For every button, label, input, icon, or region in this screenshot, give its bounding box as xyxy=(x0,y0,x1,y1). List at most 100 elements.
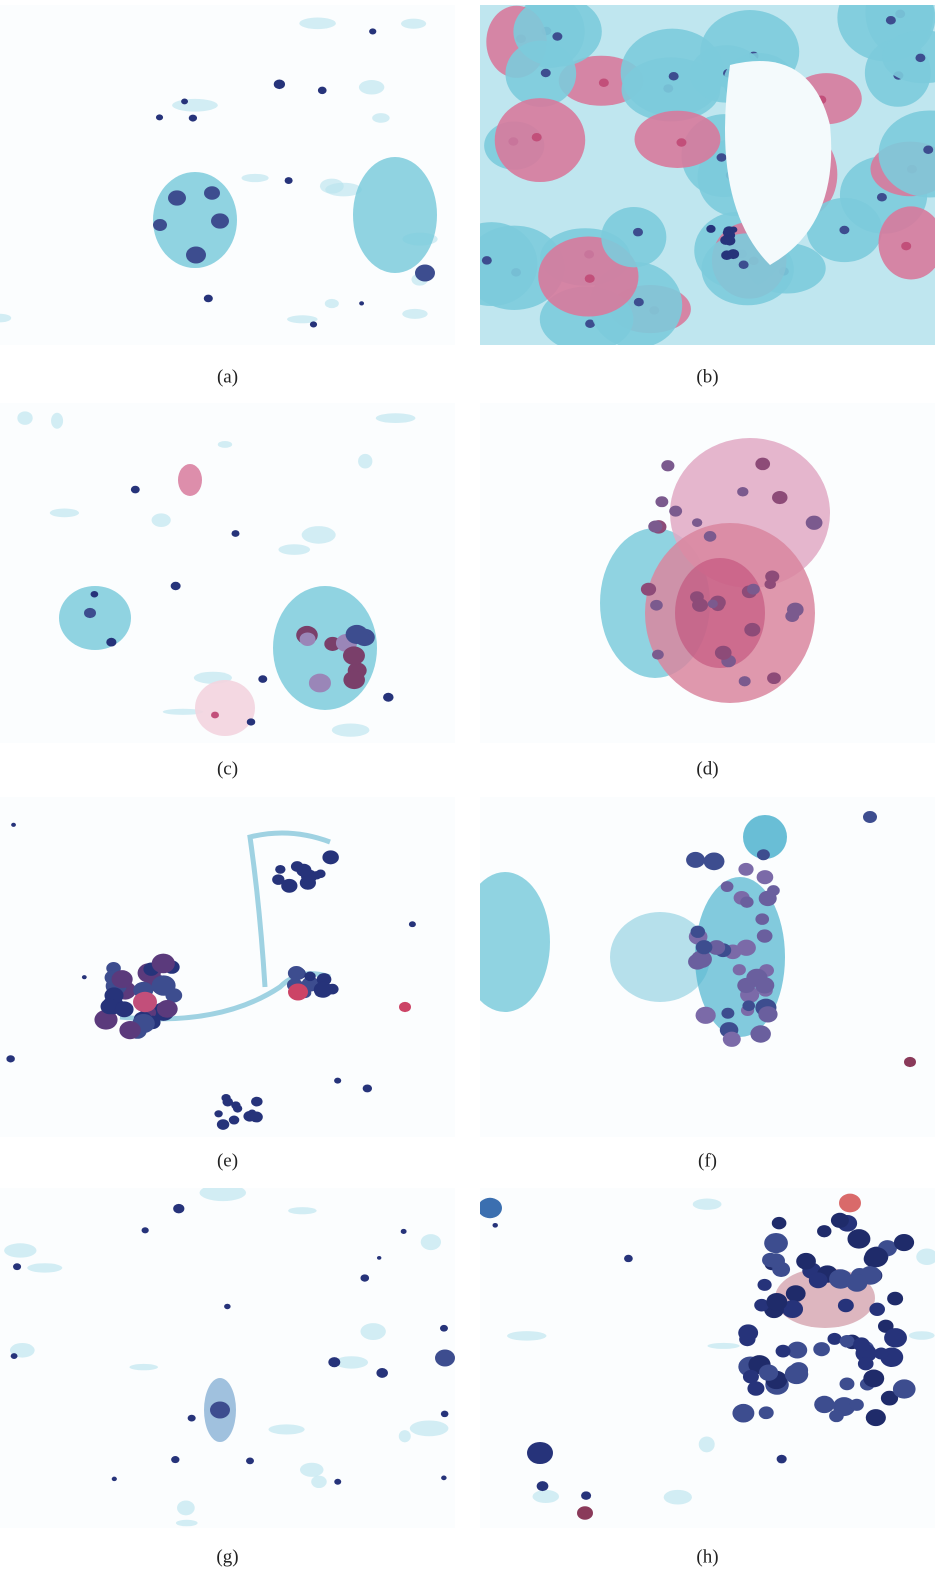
nucleus xyxy=(188,1415,196,1422)
cell xyxy=(268,1424,304,1434)
nucleus xyxy=(537,1481,549,1491)
nucleus xyxy=(156,114,163,120)
nucleus xyxy=(633,228,643,237)
nucleus xyxy=(744,623,760,637)
cell xyxy=(51,413,63,429)
nucleus xyxy=(304,972,315,982)
nucleus xyxy=(334,1078,341,1084)
nucleus xyxy=(759,891,777,906)
nucleus xyxy=(585,274,595,283)
nucleus xyxy=(738,1324,758,1341)
cell xyxy=(533,1490,560,1503)
nucleus xyxy=(91,591,99,598)
cell xyxy=(401,19,426,29)
cell xyxy=(707,1343,739,1349)
cell xyxy=(172,99,218,112)
nucleus xyxy=(893,1379,916,1398)
nucleus xyxy=(708,599,718,608)
nucleus xyxy=(359,301,364,305)
nucleus xyxy=(863,1370,884,1388)
nucleus xyxy=(884,1328,907,1347)
nucleus xyxy=(755,913,769,925)
nucleus xyxy=(322,850,338,864)
nucleus xyxy=(211,213,229,228)
nucleus xyxy=(652,650,664,660)
cell xyxy=(372,113,389,123)
nucleus xyxy=(369,28,376,34)
nucleus xyxy=(813,1342,830,1356)
nucleus xyxy=(112,1477,117,1481)
nucleus xyxy=(757,849,770,860)
nucleus xyxy=(759,1365,778,1381)
cell xyxy=(421,1234,441,1250)
nucleus xyxy=(737,940,756,956)
nucleus xyxy=(599,79,609,88)
nucleus xyxy=(541,69,551,78)
cell xyxy=(200,1184,247,1201)
micrograph-background xyxy=(0,1188,455,1528)
nucleus xyxy=(704,852,725,870)
nucleus xyxy=(173,1204,184,1214)
nucleus xyxy=(915,54,925,63)
cell xyxy=(178,464,202,496)
nucleus xyxy=(827,1333,841,1345)
nucleus xyxy=(634,298,644,307)
nucleus xyxy=(492,1223,497,1228)
panel-label: (e) xyxy=(217,1150,238,1171)
nucleus xyxy=(300,632,316,646)
nucleus xyxy=(733,964,746,975)
cell xyxy=(300,1463,324,1477)
cell xyxy=(302,526,336,544)
nucleus xyxy=(864,1247,888,1267)
cell xyxy=(358,454,372,469)
nucleus xyxy=(82,975,87,979)
cell xyxy=(909,1331,935,1340)
nucleus xyxy=(246,1458,254,1465)
nucleus xyxy=(168,190,186,205)
nucleus xyxy=(211,712,219,719)
nucleus xyxy=(772,1217,787,1229)
nucleus xyxy=(106,638,116,647)
nucleus xyxy=(738,863,753,876)
nucleus xyxy=(288,966,305,980)
nucleus xyxy=(739,261,749,270)
nucleus xyxy=(767,672,781,684)
nucleus xyxy=(757,1279,771,1291)
nucleus xyxy=(721,881,734,892)
nucleus xyxy=(840,1378,855,1391)
panel xyxy=(0,797,455,1137)
cell xyxy=(152,513,171,527)
nucleus xyxy=(624,1255,633,1262)
nucleus xyxy=(732,1404,754,1423)
nucleus xyxy=(552,32,562,41)
micrograph xyxy=(446,0,937,352)
nucleus xyxy=(723,229,731,235)
nucleus xyxy=(272,874,284,884)
nucleus xyxy=(715,646,732,660)
nucleus xyxy=(217,1119,229,1130)
cell xyxy=(399,1430,411,1442)
nucleus xyxy=(314,982,333,998)
nucleus xyxy=(901,242,911,251)
cell xyxy=(273,586,377,710)
cell xyxy=(242,174,269,182)
cell xyxy=(129,1364,157,1370)
panel-label: (g) xyxy=(216,1546,238,1567)
cell xyxy=(460,872,550,1012)
nucleus xyxy=(655,496,668,507)
nucleus xyxy=(171,582,181,591)
nucleus xyxy=(310,321,317,327)
nucleus xyxy=(758,1006,777,1022)
nucleus xyxy=(84,608,96,618)
nucleus xyxy=(786,1285,806,1302)
nucleus xyxy=(706,225,715,233)
nucleus xyxy=(755,458,770,471)
nucleus xyxy=(740,896,753,907)
nucleus xyxy=(747,584,760,595)
cell xyxy=(311,1476,327,1488)
cell xyxy=(916,1248,937,1265)
nucleus xyxy=(399,1002,411,1012)
nucleus xyxy=(532,133,542,142)
nucleus xyxy=(152,975,176,995)
nucleus xyxy=(772,491,787,504)
